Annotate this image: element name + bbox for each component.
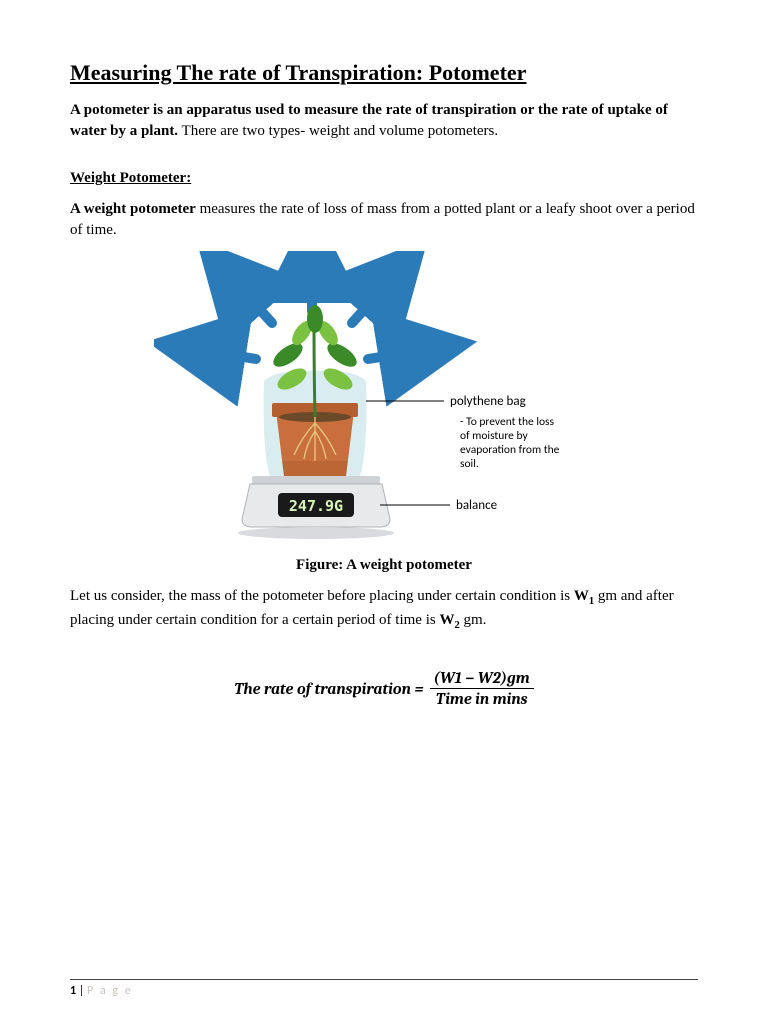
section-subhead: Weight Potometer: (70, 170, 698, 187)
label-balance: balance (456, 498, 497, 513)
document-page: Measuring The rate of Transpiration: Pot… (0, 0, 768, 1024)
formula-lhs: The rate of transpiration = (234, 680, 423, 698)
page-footer: 1 | P a g e (70, 979, 698, 998)
footer-label: P a g e (87, 984, 133, 998)
figure-caption: Figure: A weight potometer (70, 557, 698, 574)
balance-reading: 247.9G (289, 497, 343, 515)
label-note-1: - To prevent the loss (460, 415, 555, 429)
footer-sep: | (76, 984, 87, 998)
label-note-3: evaporation from the (460, 443, 560, 457)
wp-bold: A weight potometer (70, 201, 196, 217)
label-polythene: polythene bag (450, 394, 526, 409)
let-paragraph: Let us consider, the mass of the potomet… (70, 586, 698, 633)
label-note-4: soil. (460, 457, 479, 471)
formula-numerator: (W1 − W2)gm (430, 669, 534, 687)
formula-denominator: Time in mins (432, 690, 532, 708)
formula: The rate of transpiration = (W1 − W2)gm … (70, 669, 698, 708)
pot-shadow (282, 461, 348, 476)
w2: W2 (439, 612, 459, 628)
label-note-2: of moisture by (460, 429, 528, 443)
balance: 247.9G (238, 476, 394, 539)
w1: W1 (574, 588, 594, 604)
intro-rest: There are two types- weight and volume p… (178, 123, 498, 139)
let-c: gm. (460, 612, 487, 628)
weight-potometer-def: A weight potometer measures the rate of … (70, 199, 698, 241)
intro-paragraph: A potometer is an apparatus used to meas… (70, 100, 698, 142)
formula-fraction: (W1 − W2)gm Time in mins (430, 669, 534, 708)
page-title: Measuring The rate of Transpiration: Pot… (70, 60, 698, 86)
diagram-container: 247.9G polythene bag - To prevent the lo… (70, 251, 698, 551)
potometer-diagram: 247.9G polythene bag - To prevent the lo… (154, 251, 614, 551)
let-a: Let us consider, the mass of the potomet… (70, 588, 574, 604)
